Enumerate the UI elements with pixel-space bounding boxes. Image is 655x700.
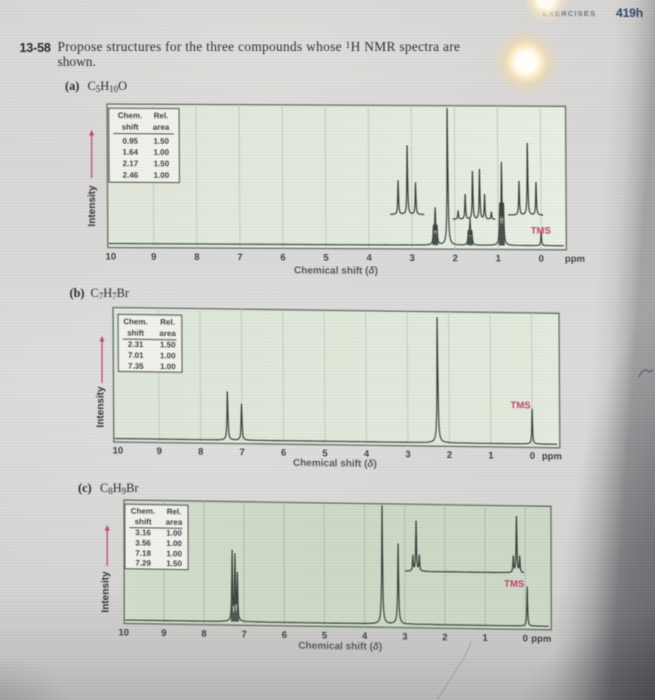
svg-text:6: 6 (282, 630, 287, 641)
svg-text:7.01: 7.01 (128, 351, 144, 360)
svg-text:7.29: 7.29 (135, 559, 151, 568)
svg-text:0: 0 (530, 451, 535, 462)
svg-text:TMS: TMS (511, 400, 531, 411)
svg-text:1: 1 (496, 253, 502, 264)
svg-text:ppm: ppm (531, 634, 551, 645)
svg-text:3: 3 (402, 632, 407, 643)
svg-text:9: 9 (151, 252, 156, 263)
svg-text:6: 6 (281, 448, 286, 459)
svg-text:1.50: 1.50 (153, 137, 169, 146)
svg-text:2: 2 (447, 450, 452, 461)
svg-text:7.35: 7.35 (128, 362, 144, 371)
svg-text:2.46: 2.46 (123, 171, 139, 180)
svg-text:TMS: TMS (504, 579, 524, 590)
svg-text:3.56: 3.56 (135, 538, 151, 547)
svg-text:1.00: 1.00 (153, 148, 169, 157)
svg-text:9: 9 (157, 446, 162, 457)
svg-text:0: 0 (523, 633, 528, 644)
svg-text:10: 10 (113, 445, 124, 456)
svg-text:7: 7 (242, 629, 247, 640)
svg-text:10: 10 (118, 627, 129, 638)
svg-text:area: area (159, 329, 176, 338)
svg-text:Chem.: Chem. (118, 111, 143, 120)
svg-text:7.18: 7.18 (135, 549, 151, 558)
svg-text:Rel.: Rel. (160, 318, 175, 327)
svg-text:1.50: 1.50 (160, 340, 176, 349)
svg-text:area: area (153, 123, 170, 132)
svg-text:8: 8 (201, 629, 206, 640)
svg-text:1.00: 1.00 (154, 171, 170, 180)
svg-text:1.00: 1.00 (166, 529, 182, 538)
svg-text:3.16: 3.16 (135, 528, 151, 537)
svg-text:Intensity: Intensity (96, 386, 107, 428)
svg-text:1: 1 (488, 450, 494, 461)
svg-text:Rel.: Rel. (154, 111, 169, 120)
svg-text:8: 8 (198, 447, 203, 458)
svg-text:1.64: 1.64 (122, 148, 138, 157)
svg-text:Chem.: Chem. (131, 507, 155, 516)
svg-text:area: area (166, 518, 183, 527)
svg-text:6: 6 (280, 252, 285, 263)
svg-text:0.95: 0.95 (122, 137, 138, 146)
svg-text:Chemical shift (δ): Chemical shift (δ) (294, 265, 378, 276)
svg-text:shift: shift (127, 328, 144, 337)
svg-text:Chem.: Chem. (123, 317, 148, 326)
svg-text:2: 2 (442, 632, 447, 643)
svg-text:0: 0 (539, 254, 544, 265)
svg-text:4: 4 (362, 631, 368, 642)
svg-text:7: 7 (237, 252, 242, 263)
svg-text:3: 3 (405, 449, 410, 460)
svg-text:7: 7 (239, 447, 244, 458)
svg-text:TMS: TMS (531, 226, 551, 237)
svg-text:1: 1 (483, 633, 489, 644)
svg-text:1.50: 1.50 (166, 559, 182, 568)
svg-text:Rel.: Rel. (167, 507, 182, 516)
svg-text:2: 2 (453, 253, 458, 264)
svg-text:10: 10 (105, 251, 116, 262)
svg-text:9: 9 (161, 628, 166, 639)
svg-text:3: 3 (409, 253, 414, 264)
svg-text:Intensity: Intensity (87, 185, 98, 227)
svg-text:4: 4 (366, 253, 372, 264)
svg-text:2.31: 2.31 (128, 340, 144, 349)
svg-text:Chemical shift (δ): Chemical shift (δ) (293, 458, 377, 470)
svg-text:1.00: 1.00 (166, 539, 182, 548)
svg-text:5: 5 (322, 630, 328, 641)
svg-text:ppm: ppm (565, 254, 585, 265)
svg-text:8: 8 (194, 252, 199, 263)
svg-text:ppm: ppm (542, 451, 562, 462)
svg-text:2.17: 2.17 (123, 159, 139, 168)
svg-text:1.00: 1.00 (166, 549, 182, 558)
svg-text:1.00: 1.00 (160, 351, 176, 360)
svg-text:Chemical shift (δ): Chemical shift (δ) (298, 641, 382, 653)
svg-text:Intensity: Intensity (101, 571, 112, 613)
svg-text:1.50: 1.50 (154, 159, 170, 168)
svg-text:5: 5 (323, 253, 329, 264)
svg-text:shift: shift (122, 123, 139, 132)
svg-text:1.00: 1.00 (160, 362, 176, 371)
svg-text:shift: shift (135, 517, 152, 526)
